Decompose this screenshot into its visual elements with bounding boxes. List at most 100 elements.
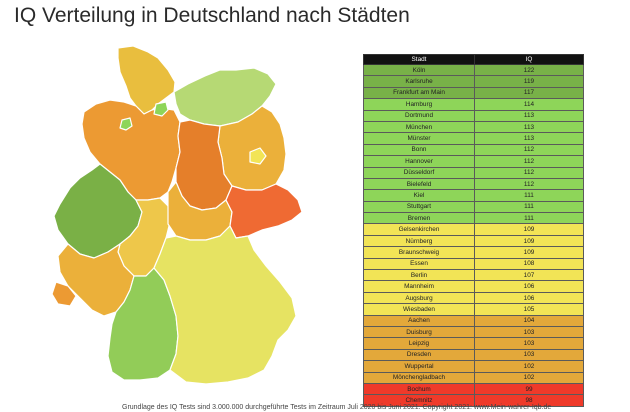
city-cell: Leipzig [363,337,475,350]
table-row: Mannheim 106 [363,280,584,293]
region-mecklenburg-vorpommern [173,67,277,127]
city-cell: Karlsruhe [363,75,475,88]
iq-cell: 122 [474,63,584,77]
table-row: Wiesbaden 105 [363,303,584,316]
footnote: Grundlage des IQ Tests sind 3.000.000 du… [122,404,552,411]
header-iq: IQ [474,54,584,65]
table-row: Köln 122 [363,63,584,77]
iq-cell: 106 [474,280,584,293]
germany-map [51,45,303,385]
iq-cell: 103 [474,348,584,362]
table-row: Dortmund 113 [363,109,584,122]
city-cell: Augsburg [363,291,475,305]
table-header-row: Stadt IQ [363,54,584,65]
city-cell: Berlin [363,269,475,282]
iq-cell: 108 [474,257,584,271]
table-row: Augsburg 106 [363,291,584,305]
chart-title: IQ Verteilung in Deutschland nach Städte… [14,4,410,27]
iq-cell: 102 [474,371,584,384]
iq-cell: 99 [474,382,584,396]
city-cell: Kiel [363,189,475,202]
table-row: Frankfurt am Main 117 [363,86,584,100]
city-cell: München [363,120,475,134]
table-row: Nürnberg 109 [363,234,584,248]
iq-cell: 113 [474,109,584,122]
table-row: Hannover 112 [363,155,584,168]
iq-table: Stadt IQ Köln 122 Karlsruhe 119 Frankfurt am… [363,54,584,407]
table-row: Stuttgart 111 [363,200,584,214]
header-city: Stadt [363,54,475,65]
iq-cell: 113 [474,120,584,134]
table-row: Dresden 103 [363,348,584,362]
table-row: Münster 113 [363,132,584,145]
city-cell: Hamburg [363,98,475,111]
city-cell: Gelsenkirchen [363,223,475,236]
table-row: Bremen 111 [363,212,584,225]
iq-cell: 112 [474,166,584,179]
city-cell: Dresden [363,348,475,362]
region-saarland [51,281,77,307]
city-cell: Stuttgart [363,200,475,214]
city-cell: Bonn [363,143,475,157]
iq-cell: 109 [474,246,584,259]
table-row: Düsseldorf 112 [363,166,584,179]
table-row: Aachen 104 [363,314,584,328]
region-bayern [153,225,297,385]
table-body: Köln 122 Karlsruhe 119 Frankfurt am Main 117 H… [363,63,584,407]
table-row: Berlin 107 [363,269,584,282]
table-row: Wuppertal 102 [363,360,584,373]
city-cell: Duisburg [363,325,475,339]
city-cell: Köln [363,63,475,77]
iq-cell: 98 [474,394,584,407]
iq-cell: 119 [474,75,584,88]
iq-cell: 114 [474,98,584,111]
table-row: Karlsruhe 119 [363,75,584,88]
city-cell: Nürnberg [363,234,475,248]
table-row: Duisburg 103 [363,325,584,339]
iq-cell: 112 [474,143,584,157]
city-cell: Mönchengladbach [363,371,475,384]
city-cell: Chemnitz [363,394,475,407]
iq-cell: 112 [474,177,584,191]
iq-cell: 117 [474,86,584,100]
region-berlin [249,147,267,165]
city-cell: Düsseldorf [363,166,475,179]
iq-cell: 106 [474,291,584,305]
iq-cell: 103 [474,337,584,350]
table-row: Braunschweig 109 [363,246,584,259]
iq-cell: 104 [474,314,584,328]
iq-cell: 111 [474,212,584,225]
city-cell: Aachen [363,314,475,328]
city-cell: Wiesbaden [363,303,475,316]
iq-cell: 102 [474,360,584,373]
city-cell: Hannover [363,155,475,168]
iq-cell: 111 [474,189,584,202]
city-cell: Essen [363,257,475,271]
iq-cell: 103 [474,325,584,339]
iq-cell: 105 [474,303,584,316]
city-cell: Frankfurt am Main [363,86,475,100]
iq-cell: 112 [474,155,584,168]
city-cell: Bielefeld [363,177,475,191]
table-row: Essen 108 [363,257,584,271]
table-row: Bonn 112 [363,143,584,157]
table-row: Hamburg 114 [363,98,584,111]
table-row: Mönchengladbach 102 [363,371,584,384]
city-cell: Mannheim [363,280,475,293]
iq-cell: 107 [474,269,584,282]
table-row: Leipzig 103 [363,337,584,350]
table-row: Gelsenkirchen 109 [363,223,584,236]
table-row: Bielefeld 112 [363,177,584,191]
iq-cell: 109 [474,234,584,248]
city-cell: Braunschweig [363,246,475,259]
region-hamburg [153,101,169,117]
city-cell: Bremen [363,212,475,225]
table-row: München 113 [363,120,584,134]
region-bremen [119,117,133,131]
iq-cell: 111 [474,200,584,214]
city-cell: Münster [363,132,475,145]
table-row: Bochum 99 [363,382,584,396]
region-sachsen [225,183,303,239]
iq-cell: 113 [474,132,584,145]
table-row: Kiel 111 [363,189,584,202]
